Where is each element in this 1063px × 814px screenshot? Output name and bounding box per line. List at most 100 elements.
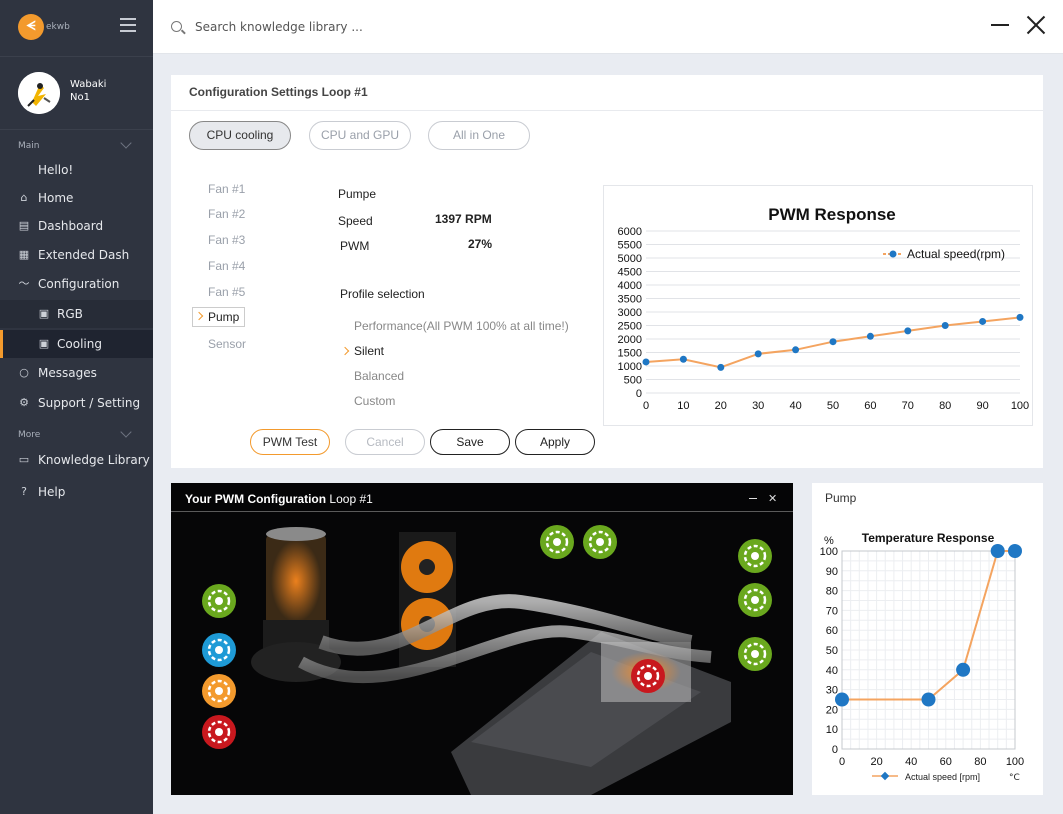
profile-balanced[interactable]: Balanced <box>354 369 405 383</box>
user-profile[interactable]: Wabaki No1 <box>0 56 153 130</box>
dashboard-icon: ▤ <box>18 219 30 232</box>
sidebar-item-messages[interactable]: ○ Messages <box>0 359 153 387</box>
y-tick-label: 10 <box>826 724 838 736</box>
y-tick-label: 20 <box>826 704 838 716</box>
sidebar-item-label: Extended Dash <box>38 248 130 262</box>
x-tick-label: 60 <box>864 400 876 412</box>
pwm-label: PWM <box>340 239 370 253</box>
sidebar-item-label: Cooling <box>57 337 102 351</box>
y-tick-label: 70 <box>826 605 838 617</box>
chart-line-icon: 〜 <box>18 277 30 290</box>
cpu-block-icon[interactable] <box>631 659 665 693</box>
sidebar-item-configuration[interactable]: 〜 Configuration <box>0 270 153 298</box>
fan-control-icon[interactable] <box>738 539 772 573</box>
profile-label: Silent <box>354 344 385 358</box>
apply-button[interactable]: Apply <box>515 429 595 455</box>
device-fan-1[interactable]: Fan #1 <box>208 182 246 196</box>
pwm-test-button[interactable]: PWM Test <box>250 429 330 455</box>
fan-control-icon[interactable] <box>202 584 236 618</box>
profile-performance[interactable]: Performance(All PWM 100% at all time!) <box>354 319 569 333</box>
tab-cpu-and-gpu[interactable]: CPU and GPU <box>309 121 411 150</box>
panel-title: Configuration Settings Loop #1 <box>189 85 368 99</box>
sidebar-item-support[interactable]: ⚙ Support / Setting <box>0 389 153 417</box>
data-point <box>717 363 725 371</box>
sidebar-item-label: Dashboard <box>38 219 104 233</box>
y-tick-label: 0 <box>636 388 642 400</box>
y-tick-label: 4000 <box>618 280 642 292</box>
x-tick-label: 80 <box>939 400 951 412</box>
y-tick-label: 5000 <box>618 253 642 265</box>
chevron-down-icon[interactable] <box>120 426 132 438</box>
legend-label: Actual speed [rpm] <box>905 772 980 782</box>
sidebar-item-knowledge-library[interactable]: ▭ Knowledge Library <box>0 446 153 474</box>
sidebar-item-dashboard[interactable]: ▤ Dashboard <box>0 212 153 240</box>
legend-marker <box>889 250 897 258</box>
data-point <box>904 327 912 335</box>
device-fan-5[interactable]: Fan #5 <box>208 285 246 299</box>
profile-custom[interactable]: Custom <box>354 394 396 408</box>
device-fan-3[interactable]: Fan #3 <box>208 233 246 247</box>
device-pump[interactable]: Pump <box>192 307 245 327</box>
sidebar-item-hello[interactable]: Hello! <box>0 156 153 184</box>
sidebar-item-home[interactable]: ⌂ Home <box>0 184 153 212</box>
device-fan-4[interactable]: Fan #4 <box>208 259 246 273</box>
sidebar-item-extended-dash[interactable]: ▦ Extended Dash <box>0 241 153 269</box>
save-button[interactable]: Save <box>430 429 510 455</box>
fan-control-icon[interactable] <box>738 637 772 671</box>
configuration-panel: Configuration Settings Loop #1 CPU cooli… <box>171 75 1043 468</box>
chart-title: PWM Response <box>768 205 896 224</box>
panel-title-rest: Loop #1 <box>326 492 373 506</box>
sidebar-item-label: Help <box>38 485 66 499</box>
pwm-response-chart: PWM Response 0 500 1000 1500 2000 2500 3000 3500… <box>603 185 1033 426</box>
fan-control-icon[interactable] <box>738 583 772 617</box>
y-tick-label: 5500 <box>618 240 642 252</box>
divider <box>171 110 1043 111</box>
menu-icon[interactable] <box>120 18 136 32</box>
plot-frame <box>841 550 1016 750</box>
tab-cpu-cooling[interactable]: CPU cooling <box>189 121 291 150</box>
user-id: No1 <box>70 92 90 103</box>
sidebar-item-cooling[interactable]: ▣ Cooling <box>0 330 153 358</box>
y-tick-label: 1500 <box>618 348 642 360</box>
fan-control-icon[interactable] <box>540 525 574 559</box>
search-icon[interactable] <box>171 21 182 32</box>
y-tick-label: 0 <box>832 744 838 756</box>
help-icon: ? <box>21 485 27 498</box>
sidebar-item-label: Knowledge Library <box>38 453 150 467</box>
chevron-down-icon[interactable] <box>120 137 132 149</box>
ekwb-logo-icon: ᗕ <box>18 14 44 40</box>
chevron-right-icon <box>194 311 204 321</box>
close-icon[interactable]: ✕ <box>768 493 778 505</box>
sidebar-header: ᗕ ekwb <box>0 0 153 54</box>
device-name: Pumpe <box>338 187 377 201</box>
sidebar-item-label: Home <box>38 191 74 205</box>
radiator-icon[interactable] <box>202 674 236 708</box>
sidebar-item-help[interactable]: ? Help <box>0 478 153 506</box>
tab-all-in-one[interactable]: All in One <box>428 121 530 150</box>
search-input[interactable] <box>195 18 795 36</box>
section-main-title: Main <box>18 141 40 151</box>
device-fan-2[interactable]: Fan #2 <box>208 207 246 221</box>
y-tick-label: 90 <box>826 566 838 578</box>
data-point <box>829 338 837 346</box>
cancel-button[interactable]: Cancel <box>345 429 425 455</box>
data-point <box>990 544 1005 558</box>
minimize-icon[interactable] <box>749 498 757 499</box>
pwm-response-svg: PWM Response0500100015002000250030003500… <box>618 205 1030 412</box>
pump-icon[interactable] <box>202 715 236 749</box>
section-more-title: More <box>18 430 41 440</box>
device-sensor[interactable]: Sensor <box>208 337 247 351</box>
data-point <box>866 332 874 340</box>
pwm-value: 27% <box>468 237 493 251</box>
y-tick-label: 500 <box>624 375 642 387</box>
reservoir-icon[interactable] <box>202 633 236 667</box>
chevron-right-icon <box>340 346 350 356</box>
y-tick-label: 100 <box>820 546 838 558</box>
sidebar-item-rgb[interactable]: ▣ RGB <box>0 300 153 328</box>
profile-silent[interactable]: Silent <box>340 344 385 358</box>
close-icon[interactable] <box>1025 14 1047 36</box>
minimize-icon[interactable] <box>991 24 1009 26</box>
sidebar-item-label: Support / Setting <box>38 396 141 410</box>
fan-control-icon[interactable] <box>583 525 617 559</box>
profile-selection-title: Profile selection <box>340 287 425 301</box>
